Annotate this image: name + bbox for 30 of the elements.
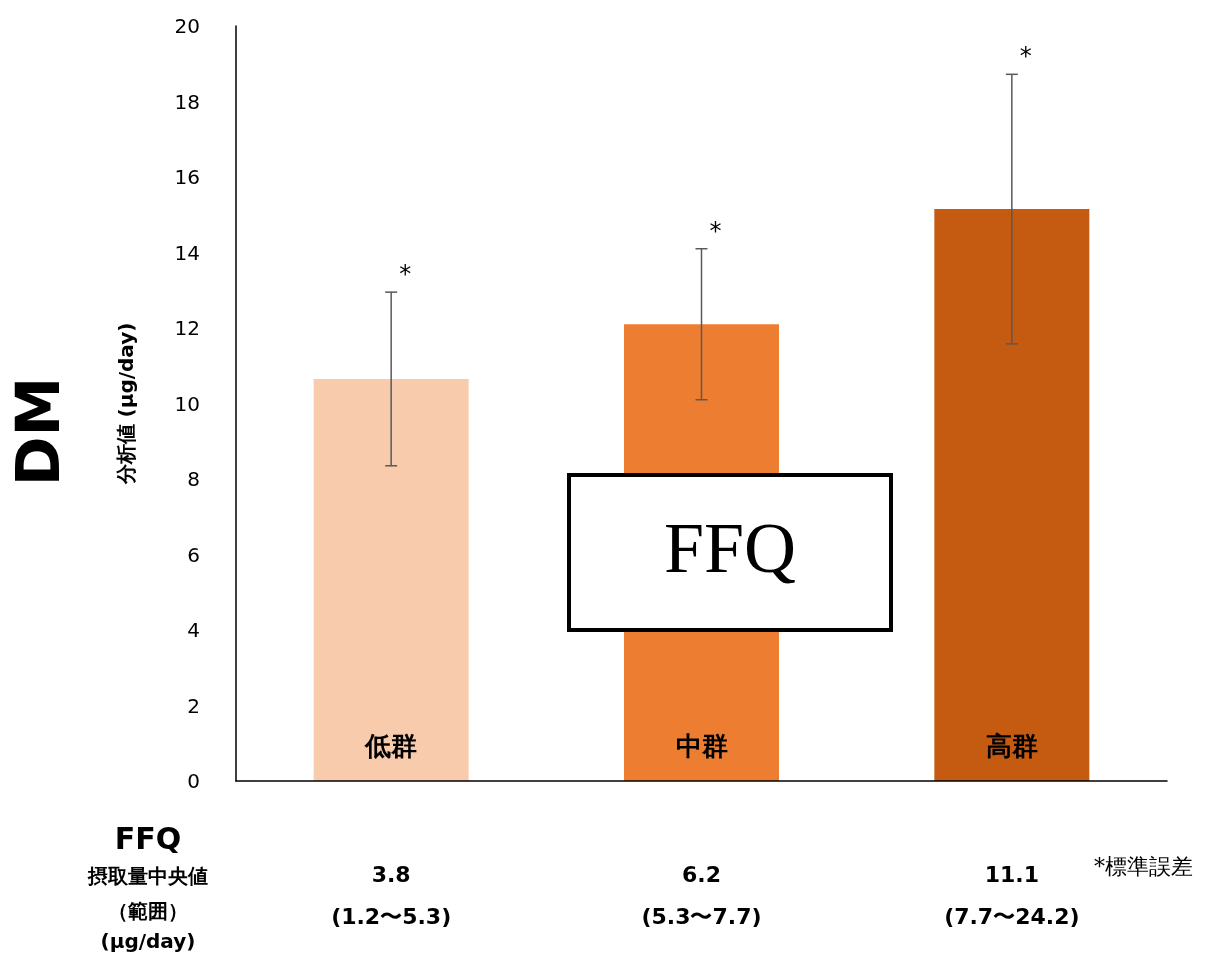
annotation: * [709, 216, 722, 245]
y-tick-label: 14 [174, 240, 200, 265]
y-tick-label: 4 [187, 618, 200, 642]
text: (µg/day) [100, 929, 196, 953]
y-axis-title: 分析値 (µg/day) [114, 322, 138, 486]
y-tick-label: 10 [174, 391, 200, 416]
annotation: FFQ [663, 508, 797, 588]
y-tick-label: 20 [174, 14, 200, 38]
y-tick-label: 18 [174, 89, 200, 114]
text: *標準誤差 [1094, 853, 1193, 879]
y-tick-label: 12 [174, 316, 200, 340]
annotation: * [399, 260, 412, 289]
x-tick-label: 中群 [675, 731, 728, 761]
text: DM [3, 376, 73, 487]
y-tick-label: 6 [187, 542, 200, 567]
x-tick-label: 高群 [985, 731, 1038, 761]
y-tick-label: 16 [174, 165, 200, 189]
text: 摂取量中央値 [87, 864, 208, 888]
y-tick-label: 2 [187, 693, 200, 718]
text: 11.1 (7.7〜24.2) [944, 861, 1080, 929]
x-tick-label: 低群 [364, 731, 418, 761]
text: 3.8 (1.2〜5.3) [331, 861, 452, 929]
bar [313, 378, 469, 781]
text: （範囲） [108, 899, 188, 923]
y-tick-label: 0 [187, 769, 200, 793]
text: 6.2 (5.3〜7.7) [641, 861, 762, 929]
y-tick-label: 8 [187, 467, 200, 491]
annotation: * [1019, 42, 1032, 71]
bar [934, 209, 1090, 781]
text: FFQ [114, 820, 182, 856]
